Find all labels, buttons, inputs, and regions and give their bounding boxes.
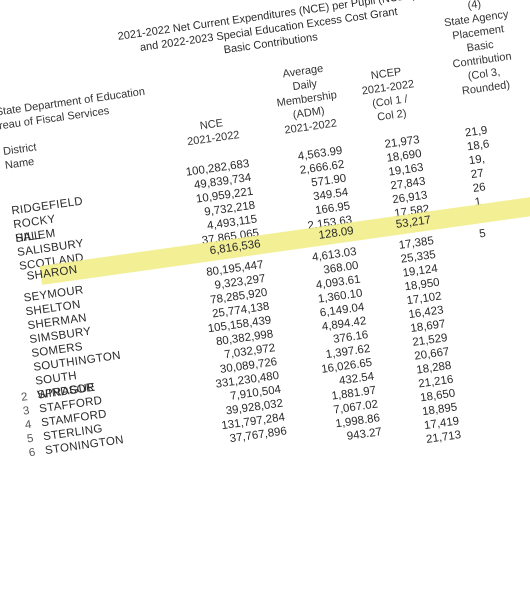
table-row: SHERMAN 78,285,920 4,093.61 19,124 [27, 263, 439, 333]
placement-value: 5 [478, 227, 487, 241]
table-row: 21,713 [50, 429, 462, 500]
table-row: SALEM 9,732,218 349.54 27,843 27 [14, 167, 485, 246]
table-row: SOUTH WINDSOR 7,032,972 376.16 18,697 [35, 318, 447, 401]
table-row: 5 STERLING 39,928,032 1,881.97 21,216 [26, 374, 454, 446]
table-row: SHELTON 9,323,297 368.00 25,335 [25, 249, 437, 320]
table-row: SEYMOUR 80,195,447 4,613.03 17,385 5 [23, 228, 487, 306]
table-row: SIMSBURY 25,774,138 1,360.10 18,950 [29, 277, 441, 347]
table-row: SOMERS 105,158,439 6,149.04 17,102 [31, 290, 443, 361]
table-row: SOUTHINGTON 80,382,998 4,894.42 16,423 [33, 304, 445, 375]
table-row: 3 STAFFORD 331,230,480 16,026.65 20,667 [22, 346, 450, 418]
table-row: SALISBURY 4,493,115 166.95 26,913 26 [16, 181, 487, 260]
table-row: 2 SPRAGUE 30,089,726 1,397.62 21,529 [20, 332, 448, 404]
table-row: 6 STONINGTON 131,797,284 7,067.02 18,650 [28, 388, 456, 460]
table-row: 100,282,683 4,563.99 21,973 21,9 [9, 125, 488, 205]
left-edge-number: 6 [28, 446, 37, 460]
table-row: 4 STAMFORD 7,910,504 432.54 18,288 [24, 360, 452, 432]
district-header-line-2: Name [4, 155, 36, 172]
table-row: RIDGEFIELD 49,839,734 2,666.62 18,690 18… [11, 138, 490, 219]
table-row: ROCKY HILL 10,959,221 571.90 19,163 19, [13, 153, 486, 245]
table-row: 37,767,896 1,998.86 18,895 [46, 401, 458, 472]
